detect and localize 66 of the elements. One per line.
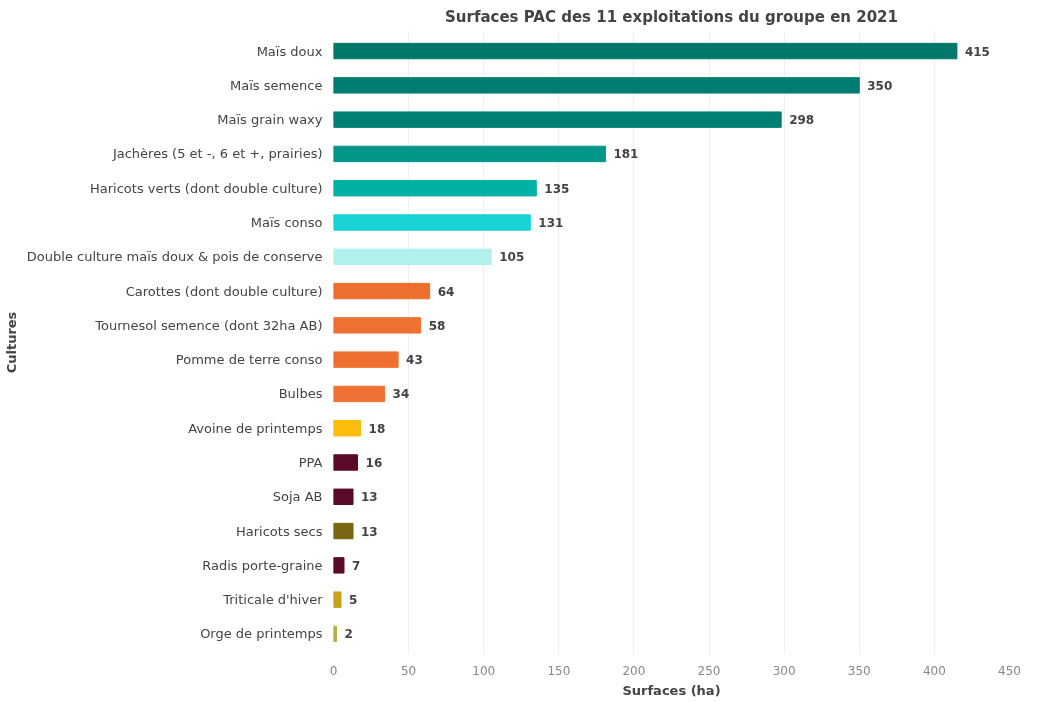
data-label: 135 [544,181,570,196]
data-label: 13 [361,490,378,505]
y-tick-label: Maïs conso [250,215,323,230]
bar [333,248,492,265]
y-tick-label: Carottes (dont double culture) [125,283,323,299]
y-tick-label: Tournesol semence (dont 32ha AB) [94,317,323,333]
bar [333,420,362,437]
bar [333,42,958,60]
y-axis-title: Cultures [3,311,19,374]
data-label: 13 [361,524,378,539]
y-tick-label: Maïs grain waxy [217,112,323,128]
x-tick-label: 350 [847,663,871,678]
data-label: 64 [437,284,455,299]
data-label: 7 [352,558,361,573]
data-label: 18 [368,421,386,436]
x-tick-label: 400 [922,663,946,678]
x-tick-label: 100 [472,663,496,678]
data-label: 43 [406,353,423,368]
data-label: 298 [789,113,815,128]
bar [333,522,354,540]
y-tick-label: Maïs doux [256,43,323,59]
data-label: 105 [499,250,525,265]
x-tick-label: 0 [329,663,338,678]
y-tick-label: Bulbes [278,386,323,402]
x-axis-title: Surfaces (ha) [622,682,721,698]
chart-title: Surfaces PAC des 11 exploitations du groupe en 2021 [445,7,898,26]
y-tick-label: Soja AB [272,489,323,505]
y-tick-label: Double culture maïs doux & pois de conserve [26,249,323,265]
data-label: 34 [392,387,410,402]
bar [333,591,342,608]
bar [333,317,422,334]
bar [333,488,354,505]
bar [333,351,399,368]
bar [333,145,606,163]
y-tick-label: Avoine de printemps [188,420,323,436]
data-label: 350 [867,78,893,93]
y-tick-label: Haricots verts (dont double culture) [90,180,323,196]
x-tick-label: 50 [400,663,417,678]
data-label: 415 [964,44,990,59]
data-label: 16 [365,456,383,470]
x-tick-label: 150 [547,663,571,678]
bar [333,557,345,574]
data-label: 2 [344,627,353,642]
data-label: 5 [349,593,358,608]
bar [333,77,860,94]
bar [333,385,386,403]
y-tick-label: Pomme de terre conso [175,352,323,368]
x-tick-label: 450 [998,663,1021,678]
y-tick-label: Radis porte-graine [202,557,323,573]
y-tick-label: Orge de printemps [200,626,323,642]
y-tick-label: Triticale d'hiver [222,592,324,608]
bar [333,180,537,197]
bar [333,214,531,231]
y-tick-label: PPA [298,455,323,470]
data-label: 131 [538,216,564,230]
x-tick-label: 250 [697,663,721,678]
bar [333,111,782,128]
x-tick-label: 200 [622,663,646,678]
y-tick-label: Haricots secs [236,523,323,539]
data-label: 181 [613,147,639,162]
y-tick-label: Maïs semence [229,77,323,93]
x-tick-label: 300 [772,663,796,678]
data-label: 58 [428,318,446,333]
y-tick-label: Jachères (5 et -, 6 et +, prairies) [111,146,323,162]
bar [333,454,359,471]
bar [333,282,431,300]
